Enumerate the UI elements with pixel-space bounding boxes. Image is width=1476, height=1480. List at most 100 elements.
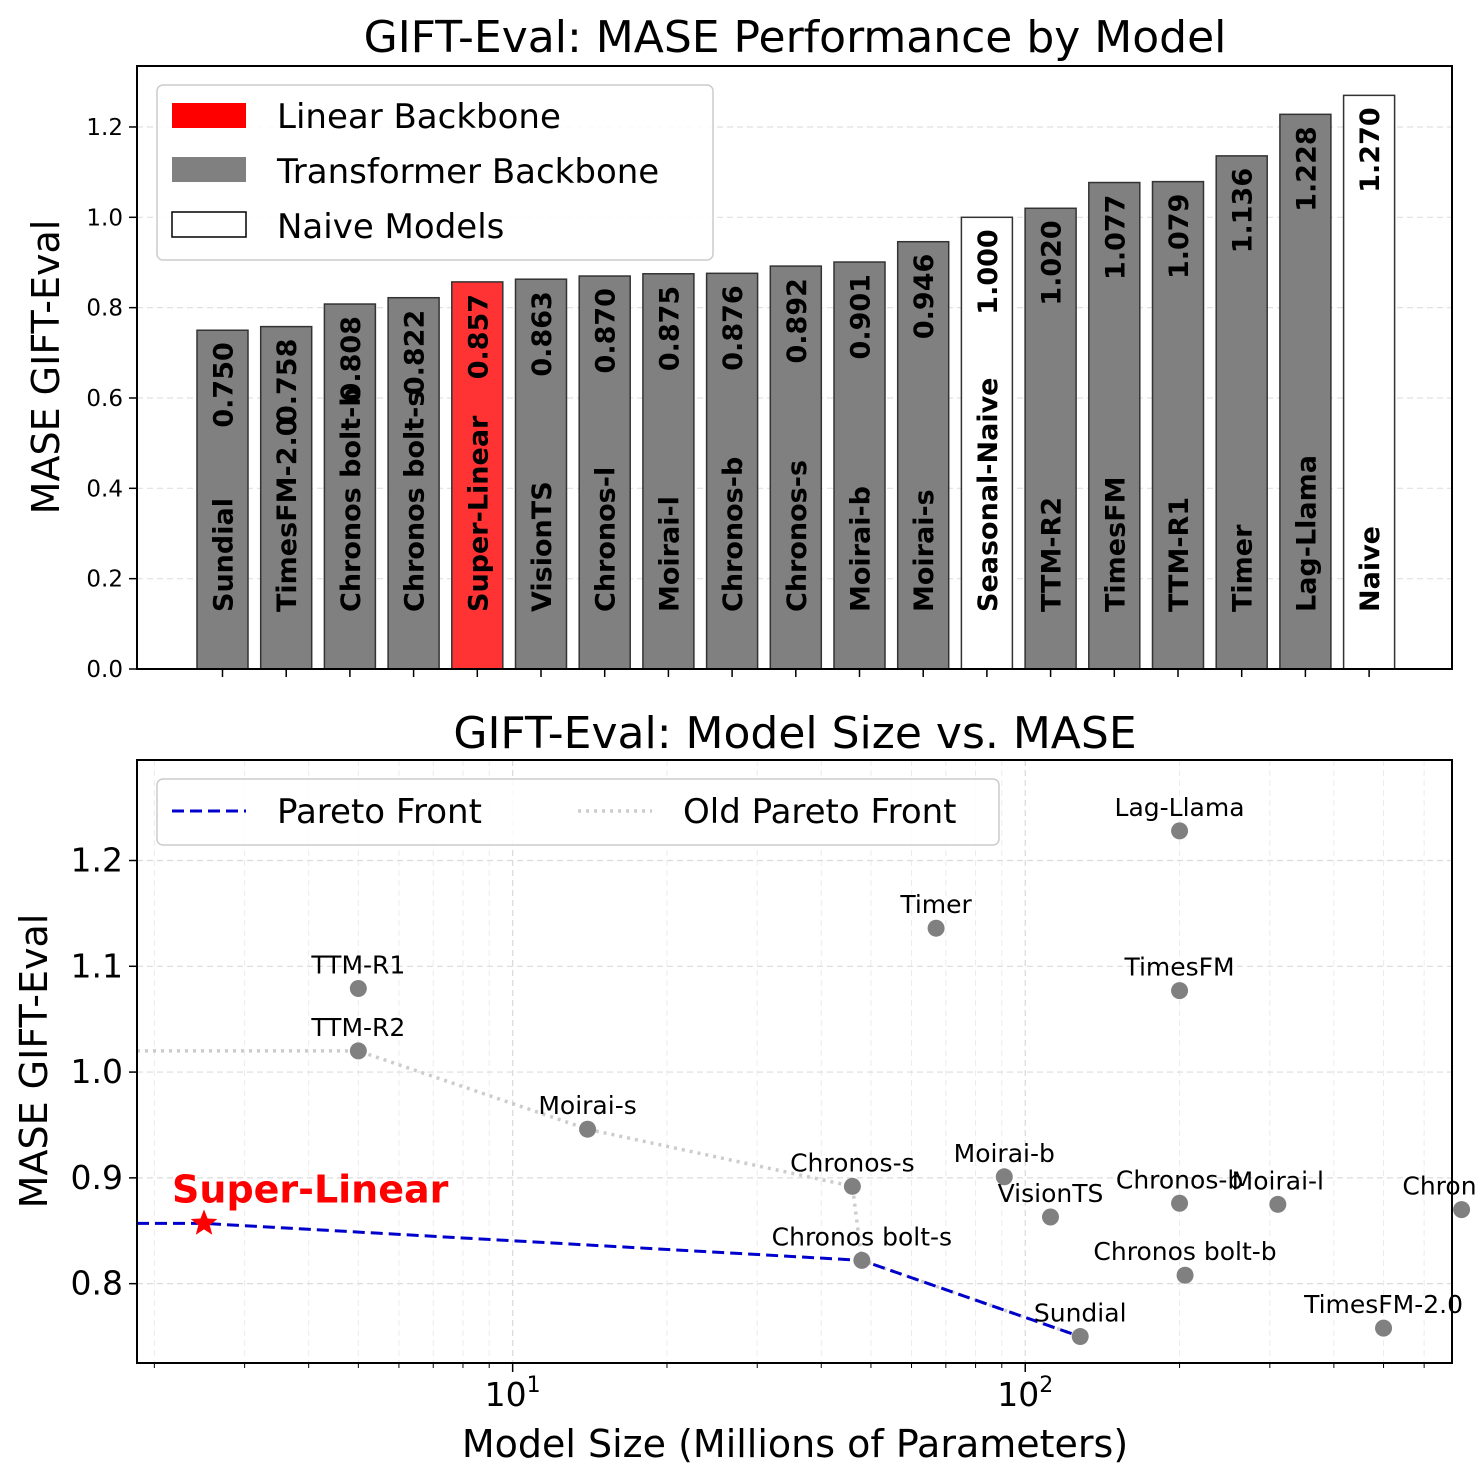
pareto-lines xyxy=(137,1049,1081,1339)
bar xyxy=(323,303,377,670)
point-chronos-bolt-s: Chronos bolt-s xyxy=(772,1222,952,1269)
scatter-point xyxy=(1041,1208,1059,1226)
bar-value-label: 0.901 xyxy=(846,274,877,359)
point-label: Chronos-s xyxy=(790,1148,915,1177)
bar xyxy=(1342,94,1396,670)
bar xyxy=(451,281,504,670)
bar xyxy=(1215,155,1268,670)
old-pareto-front-line xyxy=(137,1049,1081,1339)
y-tick-label: 1.1 xyxy=(71,946,123,985)
scatter-points: Lag-Llama Timer TimesFM TTM-R1 TTM-R2 Moirai-… xyxy=(172,793,1476,1346)
bar-value-label: 1.079 xyxy=(1164,194,1195,279)
point-label: Moirai-l xyxy=(1232,1166,1324,1195)
x-tick-label: 101 xyxy=(485,1373,541,1414)
bar xyxy=(960,216,1014,670)
scatter-chart-frame xyxy=(136,759,1453,1364)
legend-label-old-pareto: Old Pareto Front xyxy=(683,792,957,832)
point-chronos-bolt-b: Chronos bolt-b xyxy=(1093,1237,1277,1284)
bar-value-label: 0.822 xyxy=(400,310,431,395)
bar-category-label: Chronos-l xyxy=(591,467,622,612)
bar-moirai-l: 0.875 Moirai-l xyxy=(642,273,695,670)
bar-value-label: 0.863 xyxy=(527,291,558,376)
pareto-front-line xyxy=(137,1221,1081,1339)
point-label: Moirai-s xyxy=(538,1091,636,1120)
bar xyxy=(705,272,759,670)
bar-category-label: Moirai-b xyxy=(846,486,877,612)
bar-category-label: Timer xyxy=(1228,524,1259,612)
y-tick-label: 1.0 xyxy=(71,1052,123,1091)
bar-sundial: 0.750 Sundial xyxy=(196,329,249,670)
bar-value-label: 1.270 xyxy=(1355,107,1386,192)
point-label: Chronos bolt-s xyxy=(772,1222,952,1251)
bar xyxy=(196,329,249,670)
legend-label-naive: Naive Models xyxy=(277,207,504,247)
bar-chart-frame xyxy=(136,65,1453,670)
bar-moirai-s: 0.946 Moirai-s xyxy=(896,240,950,670)
bar xyxy=(642,273,695,670)
y-tick-label: 0.4 xyxy=(86,476,123,502)
bar-chart-y-axis: 0.0 0.2 0.4 0.6 0.8 1.0 1.2 xyxy=(86,115,137,683)
x-tick-exponent: 1 xyxy=(527,1373,541,1398)
bar-moirai-b: 0.901 Moirai-b xyxy=(833,261,886,670)
point-ttm-r1: TTM-R1 xyxy=(310,951,405,998)
bar-category-label: TimesFM xyxy=(1100,476,1131,612)
bar-chronos-l: 0.870 Chronos-l xyxy=(578,275,631,670)
bar-category-label: Naive xyxy=(1355,526,1386,612)
bar-lag-llama: 1.228 Lag-Llama xyxy=(1279,113,1332,670)
scatter-point xyxy=(927,919,945,937)
scatter-chart-grid xyxy=(137,760,1452,1363)
bar-category-label: Lag-Llama xyxy=(1291,455,1322,612)
point-chronos-l: Chronos-l xyxy=(1402,1172,1476,1219)
bar-naive: 1.270 Naive xyxy=(1342,94,1396,670)
legend-label-transformer: Transformer Backbone xyxy=(276,152,659,192)
point-label: TimesFM-2.0 xyxy=(1303,1290,1463,1319)
bar-value-label: 1.020 xyxy=(1037,220,1068,305)
y-tick-label: 1.0 xyxy=(86,205,123,231)
bar-value-label: 0.870 xyxy=(591,288,622,373)
bar-value-label: 0.750 xyxy=(209,342,240,427)
bar xyxy=(1088,181,1141,670)
y-tick-label: 0.2 xyxy=(86,567,123,593)
point-super-linear: Super-Linear xyxy=(172,1167,449,1235)
bar-chart-legend: Linear Backbone Transformer Backbone Nai… xyxy=(156,84,714,261)
x-tick-exponent: 2 xyxy=(1039,1373,1053,1398)
bar-value-label: 0.892 xyxy=(782,278,813,363)
bar-chart-panel: GIFT-Eval: MASE Performance by Model 0.7… xyxy=(24,12,1453,683)
scatter-point xyxy=(1375,1319,1393,1337)
bar-ttm-r2: 1.020 TTM-R2 xyxy=(1024,207,1077,670)
point-chronos-s: Chronos-s xyxy=(790,1148,915,1195)
scatter-chart-y-axis: 0.8 0.9 1.0 1.1 1.2 xyxy=(71,841,137,1303)
bar-category-label: Seasonal-Naive xyxy=(973,378,1004,612)
scatter-chart-y-label: MASE GIFT-Eval xyxy=(12,914,56,1209)
bar-category-label: VisionTS xyxy=(527,481,558,612)
star-icon xyxy=(190,1209,218,1235)
point-label: Lag-Llama xyxy=(1115,793,1245,822)
scatter-point xyxy=(853,1251,871,1269)
y-tick-label: 1.2 xyxy=(71,841,123,880)
y-tick-label: 0.6 xyxy=(86,386,123,412)
point-label: TimesFM xyxy=(1123,953,1234,982)
bar-super-linear: 0.857 Super-Linear xyxy=(451,281,504,670)
bar xyxy=(769,265,823,670)
bar-category-label: TTM-R1 xyxy=(1164,497,1195,612)
bar xyxy=(578,275,631,670)
bar-category-label: TimesFM-2.0 xyxy=(272,417,303,612)
point-label: TTM-R1 xyxy=(310,951,405,980)
bar-category-label: Sundial xyxy=(209,498,240,612)
scatter-point xyxy=(1453,1201,1471,1219)
point-visionts: VisionTS xyxy=(998,1179,1103,1226)
bar-category-label: Chronos-b xyxy=(718,457,749,612)
bar-value-label: 0.758 xyxy=(272,339,303,424)
bar-category-label: Chronos bolt-b xyxy=(336,387,367,612)
legend-label-linear: Linear Backbone xyxy=(277,97,561,137)
bar-category-label: Moirai-s xyxy=(909,489,940,612)
legend-swatch-naive xyxy=(171,211,247,238)
point-moirai-b: Moirai-b xyxy=(954,1139,1055,1186)
bar-chart-title: GIFT-Eval: MASE Performance by Model xyxy=(364,12,1227,63)
bar-value-label: 1.136 xyxy=(1228,168,1259,253)
point-moirai-s: Moirai-s xyxy=(538,1091,637,1138)
point-sundial: Sundial xyxy=(1034,1299,1127,1346)
